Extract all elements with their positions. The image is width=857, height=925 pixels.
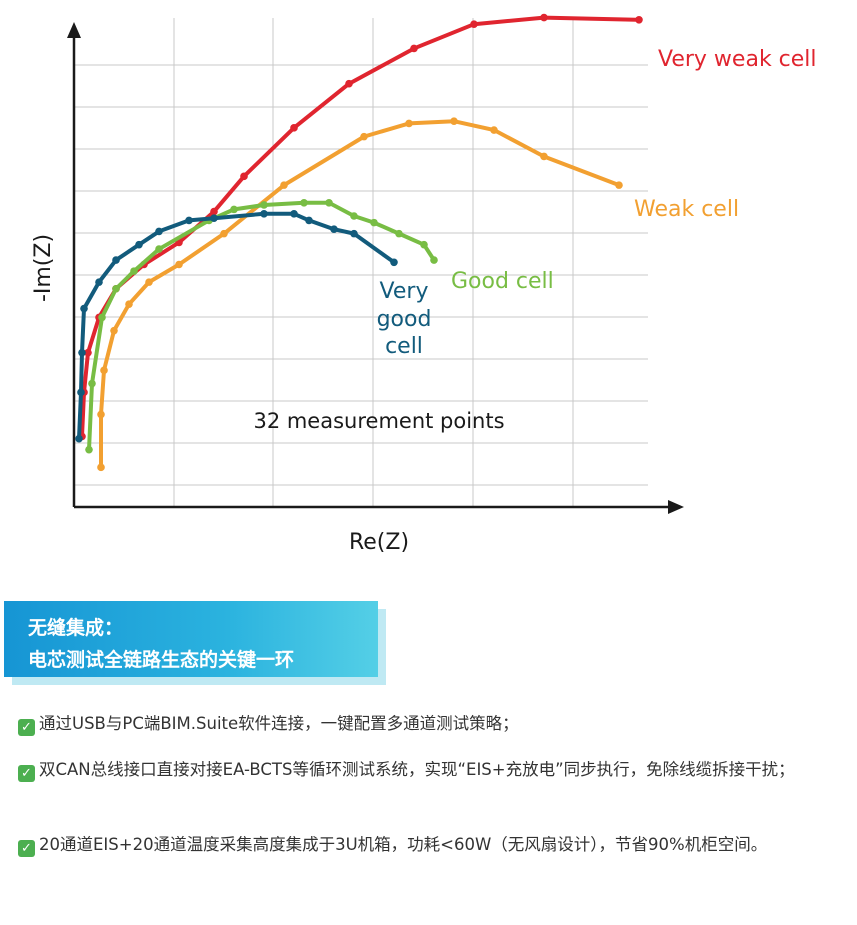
data-point-good-cell xyxy=(112,284,120,293)
data-point-good-cell xyxy=(260,201,268,209)
series-line-good-cell xyxy=(87,200,436,452)
data-point-good-cell xyxy=(350,212,358,220)
data-point-very-weak-cell xyxy=(84,348,92,357)
data-point-very-good-cell xyxy=(75,434,83,443)
feature-item-can: ✓ 双CAN总线接口直接对接EA-BCTS等循环测试系统，实现“EIS+充放电”同… xyxy=(18,755,848,784)
grid xyxy=(74,18,648,507)
data-point-good-cell xyxy=(395,229,403,238)
data-point-very-good-cell xyxy=(112,256,120,264)
data-point-very-weak-cell xyxy=(470,20,478,29)
data-point-weak-cell xyxy=(145,278,153,286)
data-point-very-weak-cell xyxy=(290,124,298,132)
label-very-good-cell-line1: Very xyxy=(380,279,429,304)
data-point-weak-cell xyxy=(220,229,228,238)
data-point-very-good-cell xyxy=(290,209,298,218)
data-point-very-good-cell xyxy=(305,216,313,225)
data-point-weak-cell xyxy=(175,260,183,269)
data-point-weak-cell xyxy=(615,181,623,189)
nyquist-plot: Re(Z) -Im(Z) 32 measurement points Very … xyxy=(31,13,817,555)
data-point-weak-cell xyxy=(97,410,105,419)
data-point-very-good-cell xyxy=(210,214,218,223)
feature-item-usb: ✓ 通过USB与PC端BIM.Suite软件连接，一键配置多通道测试策略； xyxy=(18,709,848,738)
data-point-good-cell xyxy=(155,245,163,253)
data-point-good-cell xyxy=(98,313,106,322)
data-point-good-cell xyxy=(325,198,333,207)
measurement-note: 32 measurement points xyxy=(253,409,504,433)
data-point-very-good-cell xyxy=(155,227,163,236)
data-point-good-cell xyxy=(370,218,378,227)
data-point-weak-cell xyxy=(490,126,498,134)
data-point-weak-cell xyxy=(405,119,413,128)
label-very-weak-cell: Very weak cell xyxy=(658,47,817,72)
data-point-weak-cell xyxy=(110,326,118,335)
data-point-weak-cell xyxy=(360,132,368,141)
data-point-very-good-cell xyxy=(185,216,193,225)
banner-subtitle: 电芯测试全链路生态的关键一环 xyxy=(28,649,295,671)
data-point-very-good-cell xyxy=(330,225,338,234)
data-point-good-cell xyxy=(130,267,138,275)
data-point-very-weak-cell xyxy=(345,79,353,88)
data-point-good-cell xyxy=(300,198,308,207)
data-point-very-good-cell xyxy=(135,240,143,249)
data-point-very-good-cell xyxy=(260,209,268,218)
feature-text: 通过USB与PC端BIM.Suite软件连接，一键配置多通道测试策略； xyxy=(39,714,519,733)
axes xyxy=(67,22,684,514)
check-icon: ✓ xyxy=(18,840,35,857)
data-point-very-weak-cell xyxy=(240,172,248,181)
feature-item-integration: ✓ 20通道EIS+20通道温度采集高度集成于3U机箱，功耗<60W（无风扇设计）… xyxy=(18,830,848,859)
data-point-very-good-cell xyxy=(95,278,103,286)
label-very-good-cell-line3: cell xyxy=(385,334,423,359)
data-point-weak-cell xyxy=(540,152,548,161)
data-point-good-cell xyxy=(230,205,238,214)
data-point-weak-cell xyxy=(125,300,133,308)
data-point-very-good-cell xyxy=(390,258,398,267)
label-weak-cell: Weak cell xyxy=(634,197,739,222)
data-point-weak-cell xyxy=(280,181,288,189)
data-point-good-cell xyxy=(430,256,438,264)
data-point-very-weak-cell xyxy=(410,44,418,53)
data-point-very-weak-cell xyxy=(635,15,643,24)
data-point-very-good-cell xyxy=(77,388,85,397)
data-point-good-cell xyxy=(88,379,96,388)
data-point-weak-cell xyxy=(450,117,458,126)
data-point-good-cell xyxy=(420,240,428,249)
y-axis-title: -Im(Z) xyxy=(31,234,56,302)
check-icon: ✓ xyxy=(18,765,35,782)
label-very-good-cell-line2: good xyxy=(377,307,432,332)
banner-box: 无缝集成： 电芯测试全链路生态的关键一环 xyxy=(4,601,378,677)
data-point-very-good-cell xyxy=(350,229,358,238)
data-point-weak-cell xyxy=(97,463,105,472)
feature-text: 20通道EIS+20通道温度采集高度集成于3U机箱，功耗<60W（无风扇设计），… xyxy=(39,835,768,854)
banner-title: 无缝集成： xyxy=(28,617,124,639)
series-layer xyxy=(75,13,643,472)
data-point-good-cell xyxy=(85,445,93,454)
data-point-very-good-cell xyxy=(80,304,88,313)
impedance-chart: Re(Z) -Im(Z) 32 measurement points Very … xyxy=(31,13,817,555)
y-axis-arrow-icon xyxy=(67,22,81,38)
x-axis-title: Re(Z) xyxy=(349,530,409,555)
feature-text: 双CAN总线接口直接对接EA-BCTS等循环测试系统，实现“EIS+充放电”同步… xyxy=(39,760,795,779)
data-point-very-weak-cell xyxy=(210,207,218,216)
integration-banner: 无缝集成： 电芯测试全链路生态的关键一环 xyxy=(4,601,386,685)
label-good-cell: Good cell xyxy=(451,269,554,294)
data-point-weak-cell xyxy=(100,366,108,375)
data-point-very-good-cell xyxy=(78,348,86,357)
x-axis-arrow-icon xyxy=(668,500,684,514)
series-line-very-good-cell xyxy=(77,211,396,441)
data-point-very-weak-cell xyxy=(540,13,548,22)
check-icon: ✓ xyxy=(18,719,35,736)
